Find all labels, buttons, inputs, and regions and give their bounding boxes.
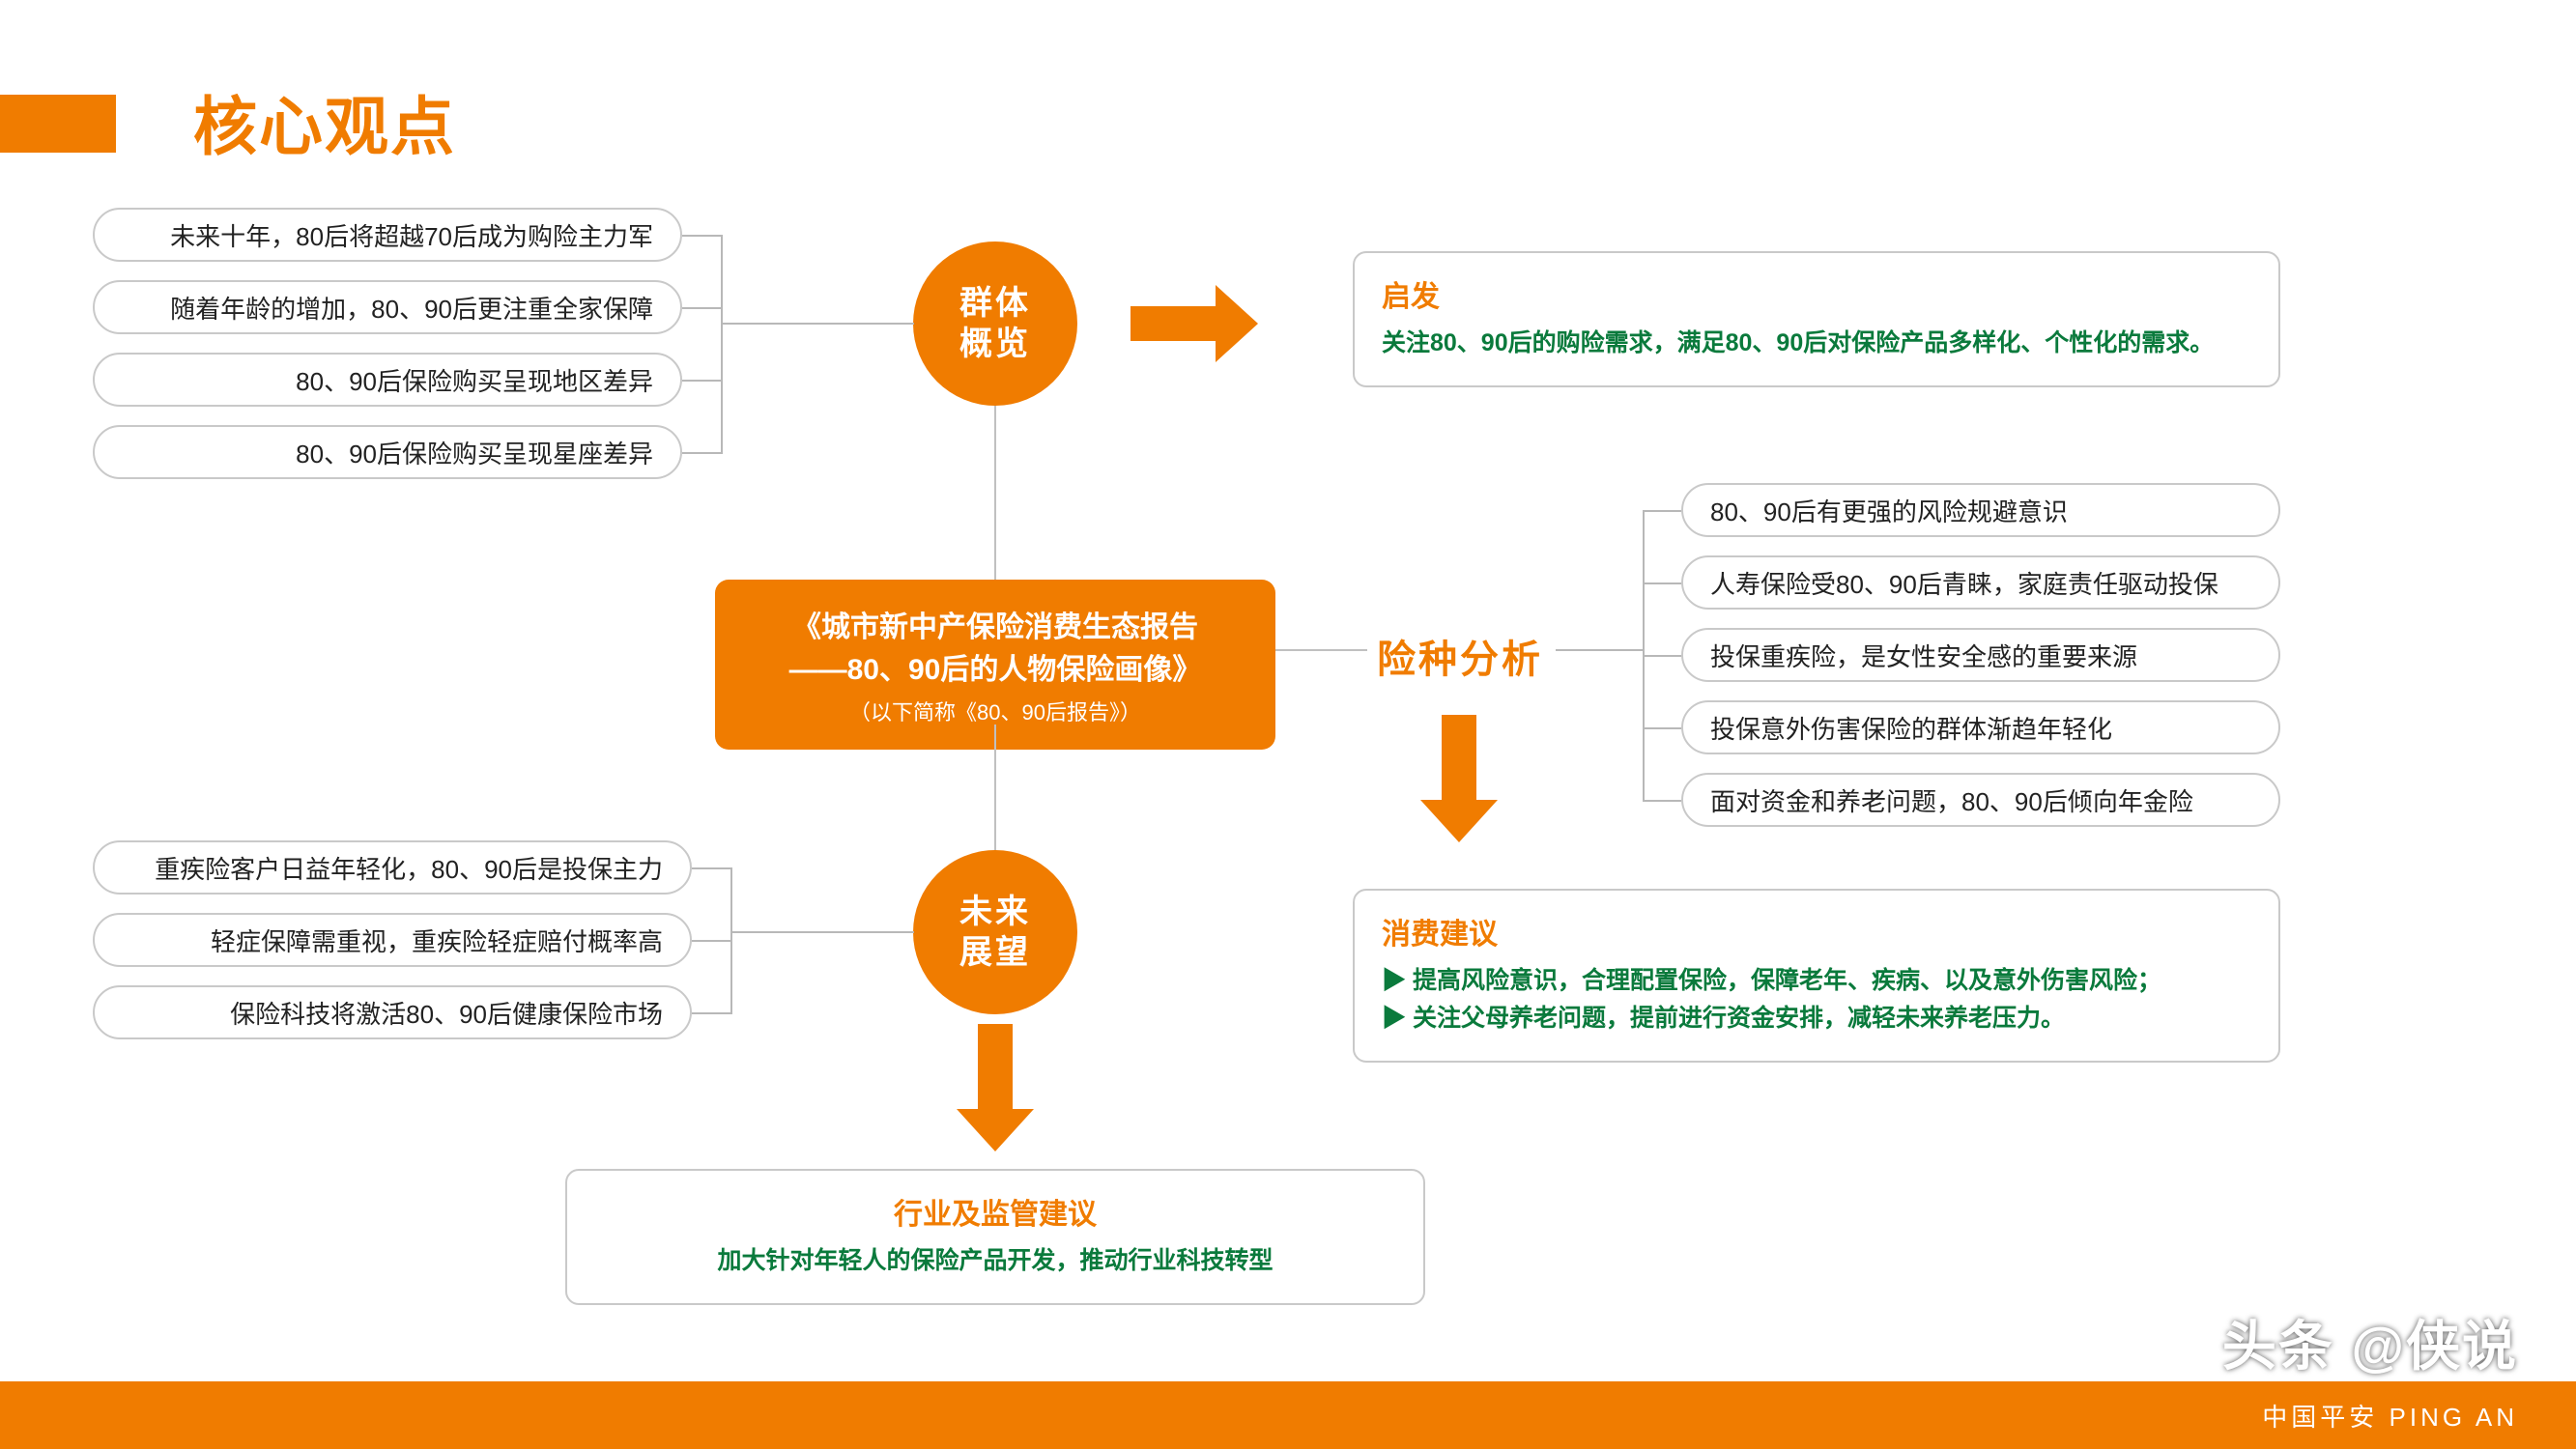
- callout-advice-line-0: ▶ 提高风险意识，合理配置保险，保障老年、疾病、以及意外伤害风险；: [1382, 962, 2251, 1000]
- pill-analysis-3: 投保意外伤害保险的群体渐趋年轻化: [1681, 700, 2280, 754]
- connector: [994, 406, 996, 580]
- pill-text: 未来十年，80后将超越70后成为购险主力军: [170, 217, 653, 253]
- callout-advice-text: 关注父母养老问题，提前进行资金安排，减轻未来养老压力。: [1413, 1005, 2065, 1032]
- pill-text: 随着年龄的增加，80、90后更注重全家保障: [170, 290, 653, 326]
- callout-advice-line-1: ▶ 关注父母养老问题，提前进行资金安排，减轻未来养老压力。: [1382, 1000, 2251, 1037]
- pill-outlook-2: 保险科技将激活80、90后健康保险市场: [93, 985, 692, 1039]
- pill-analysis-4: 面对资金和养老问题，80、90后倾向年金险: [1681, 773, 2280, 827]
- title-accent-bar: [0, 95, 116, 153]
- page-title: 核心观点: [193, 75, 456, 168]
- pill-text: 保险科技将激活80、90后健康保险市场: [230, 995, 663, 1031]
- node-overview-l1: 群体: [959, 283, 1031, 325]
- pill-analysis-1: 人寿保险受80、90后青睐，家庭责任驱动投保: [1681, 555, 2280, 610]
- pill-text: 80、90后保险购买呈现地区差异: [296, 362, 653, 398]
- pill-text: 轻症保障需重视，重疾险轻症赔付概率高: [211, 923, 663, 958]
- callout-advice-title: 消费建议: [1382, 910, 2251, 952]
- footer-brand: 中国平安 PING AN: [2262, 1398, 2518, 1434]
- callout-industry: 行业及监管建议 加大针对年轻人的保险产品开发，推动行业科技转型: [565, 1169, 1425, 1305]
- pill-outlook-0: 重疾险客户日益年轻化，80、90后是投保主力: [93, 840, 692, 895]
- pill-text: 投保意外伤害保险的群体渐趋年轻化: [1710, 710, 2112, 746]
- pill-text: 投保重疾险，是女性安全感的重要来源: [1710, 638, 2137, 673]
- center-line-1: 《城市新中产保险消费生态报告: [744, 603, 1246, 645]
- center-line-2: ——80、90后的人物保险画像》: [744, 645, 1246, 688]
- pill-text: 80、90后保险购买呈现星座差异: [296, 435, 653, 470]
- pill-text: 人寿保险受80、90后青睐，家庭责任驱动投保: [1710, 565, 2218, 601]
- footer-bar: 中国平安 PING AN: [0, 1381, 2576, 1449]
- node-overview-l2: 概览: [959, 324, 1031, 365]
- center-line-3: （以下简称《80、90后报告》）: [744, 696, 1246, 726]
- pill-outlook-1: 轻症保障需重视，重疾险轻症赔付概率高: [93, 913, 692, 967]
- callout-insight: 启发 关注80、90后的购险需求，满足80、90后对保险产品多样化、个性化的需求…: [1353, 251, 2280, 387]
- node-analysis-label: 险种分析: [1377, 628, 1543, 684]
- pill-text: 80、90后有更强的风险规避意识: [1710, 493, 2068, 528]
- pill-text: 面对资金和养老问题，80、90后倾向年金险: [1710, 782, 2193, 818]
- callout-advice: 消费建议 ▶ 提高风险意识，合理配置保险，保障老年、疾病、以及意外伤害风险； ▶…: [1353, 889, 2280, 1063]
- callout-industry-body: 加大针对年轻人的保险产品开发，推动行业科技转型: [594, 1242, 1396, 1280]
- pill-overview-1: 随着年龄的增加，80、90后更注重全家保障: [93, 280, 682, 334]
- node-outlook-l2: 展望: [959, 932, 1031, 974]
- node-outlook-l1: 未来: [959, 892, 1031, 933]
- connector: [1275, 649, 1367, 651]
- pill-analysis-0: 80、90后有更强的风险规避意识: [1681, 483, 2280, 537]
- pill-overview-3: 80、90后保险购买呈现星座差异: [93, 425, 682, 479]
- node-outlook: 未来 展望: [913, 850, 1077, 1014]
- pill-overview-0: 未来十年，80后将超越70后成为购险主力军: [93, 208, 682, 262]
- pill-analysis-2: 投保重疾险，是女性安全感的重要来源: [1681, 628, 2280, 682]
- slide: 核心观点 《城市新中产保险消费生态报告 ——80、90后的人物保险画像》 （以下…: [0, 0, 2576, 1449]
- callout-advice-text: 提高风险意识，合理配置保险，保障老年、疾病、以及意外伤害风险；: [1413, 967, 2161, 994]
- callout-insight-title: 启发: [1382, 272, 2251, 315]
- callout-insight-body: 关注80、90后的购险需求，满足80、90后对保险产品多样化、个性化的需求。: [1382, 325, 2251, 362]
- pill-overview-2: 80、90后保险购买呈现地区差异: [93, 353, 682, 407]
- pill-text: 重疾险客户日益年轻化，80、90后是投保主力: [155, 850, 663, 886]
- node-overview: 群体 概览: [913, 242, 1077, 406]
- watermark-text: 头条 @侠说: [2222, 1303, 2518, 1381]
- connector: [994, 724, 996, 850]
- callout-industry-title: 行业及监管建议: [594, 1190, 1396, 1233]
